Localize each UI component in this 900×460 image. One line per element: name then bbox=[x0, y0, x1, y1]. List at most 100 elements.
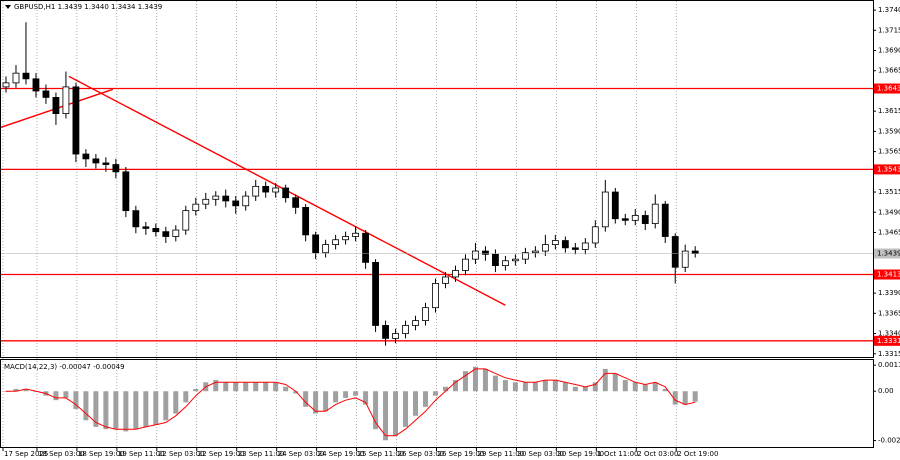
macd-bar bbox=[73, 391, 79, 410]
macd-bar bbox=[273, 382, 279, 392]
macd-bar bbox=[143, 391, 149, 427]
macd-bar bbox=[253, 382, 259, 392]
candle-body bbox=[382, 325, 389, 339]
macd-bar bbox=[692, 391, 698, 402]
candle-body bbox=[631, 215, 639, 221]
x-tick-label: 2 Oct 19:00 bbox=[677, 450, 718, 458]
x-tick-label: 19 Sep 11:00 bbox=[118, 450, 165, 458]
macd-title: MACD(14,22,3) -0.00047 -0.00049 bbox=[4, 363, 125, 371]
candle-body bbox=[132, 210, 140, 228]
macd-bar bbox=[592, 382, 598, 392]
macd-bar bbox=[652, 382, 658, 392]
macd-bar bbox=[223, 382, 229, 392]
level-label-box bbox=[874, 335, 900, 346]
y-tick-label: 1.3315 bbox=[878, 350, 900, 358]
macd-bar bbox=[333, 391, 339, 403]
candle-body bbox=[82, 153, 90, 160]
macd-bar bbox=[482, 368, 488, 392]
macd-bar bbox=[3, 391, 9, 392]
candle-body bbox=[591, 226, 599, 244]
macd-bar bbox=[522, 382, 528, 392]
macd-bar bbox=[23, 389, 29, 392]
candle-body bbox=[541, 244, 549, 252]
candle-body bbox=[182, 210, 190, 231]
macd-bar bbox=[123, 391, 129, 432]
candle-body bbox=[2, 82, 10, 88]
y-tick-label: 1.3715 bbox=[878, 26, 900, 34]
candle-body bbox=[571, 247, 579, 250]
level-label-box bbox=[874, 83, 900, 94]
macd-bar bbox=[373, 391, 379, 430]
candle-body bbox=[442, 276, 449, 284]
y-tick-label: 1.3565 bbox=[878, 148, 900, 156]
candle-body bbox=[212, 195, 220, 200]
candle-body bbox=[252, 185, 260, 197]
y-tick-label: 1.3615 bbox=[878, 107, 900, 115]
candle-body bbox=[402, 325, 409, 334]
macd-bar bbox=[103, 391, 109, 430]
y-tick-label: 1.3490 bbox=[878, 208, 900, 216]
candle-body bbox=[691, 250, 699, 254]
candle-body bbox=[162, 231, 170, 237]
macd-bar bbox=[383, 391, 389, 441]
candle-body bbox=[671, 236, 679, 268]
x-tick-label: 18 Sep 19:00 bbox=[78, 450, 125, 458]
signal-line bbox=[6, 368, 696, 437]
macd-bar bbox=[403, 391, 409, 427]
y-tick-label: 1.3690 bbox=[878, 47, 900, 55]
candle-body bbox=[352, 232, 359, 237]
x-tick-label: 22 Sep 19:00 bbox=[198, 450, 245, 458]
macd-bar bbox=[622, 380, 628, 392]
x-tick-label: 30 Sep 19:00 bbox=[557, 450, 604, 458]
candle-body bbox=[172, 229, 180, 237]
macd-bar bbox=[173, 391, 179, 414]
y-tick-label: 1.3465 bbox=[878, 228, 900, 236]
x-tick-label: 26 Sep 19:00 bbox=[438, 450, 485, 458]
candle-body bbox=[42, 90, 50, 98]
level-label: 1.3413 bbox=[877, 271, 900, 279]
candle-body bbox=[512, 258, 519, 262]
price-label-box bbox=[874, 248, 900, 259]
macd-bar bbox=[413, 391, 419, 416]
candle-body bbox=[392, 333, 399, 339]
symbol-icon bbox=[5, 5, 11, 9]
macd-bar bbox=[153, 391, 159, 425]
level-label-box bbox=[874, 164, 900, 175]
candle-body bbox=[292, 197, 300, 208]
candle-body bbox=[302, 206, 310, 236]
candle-body bbox=[272, 187, 280, 193]
level-label: 1.3643 bbox=[877, 85, 900, 93]
candle-body bbox=[102, 162, 110, 165]
macd-bar bbox=[343, 391, 349, 398]
candle-body bbox=[112, 164, 120, 173]
candle-body bbox=[142, 226, 150, 229]
x-tick-label: 18 Sep 03:00 bbox=[38, 450, 85, 458]
macd-bar bbox=[323, 391, 329, 412]
macd-bar bbox=[63, 391, 69, 398]
macd-bar bbox=[353, 391, 359, 396]
candle-body bbox=[192, 203, 200, 212]
level-label-box bbox=[874, 269, 900, 280]
macd-bar bbox=[283, 386, 289, 392]
macd-bar bbox=[472, 366, 478, 392]
macd-bar bbox=[562, 382, 568, 392]
macd-bar bbox=[293, 391, 299, 394]
candle-body bbox=[322, 244, 330, 254]
x-tick-label: 24 Sep 19:00 bbox=[318, 450, 365, 458]
macd-bar bbox=[682, 391, 688, 405]
candle-body bbox=[521, 252, 529, 260]
macd-bar bbox=[462, 371, 468, 392]
x-tick-label: 26 Sep 03:00 bbox=[398, 450, 445, 458]
candle-body bbox=[502, 260, 509, 267]
candle-body bbox=[312, 234, 320, 254]
candle-body bbox=[62, 86, 70, 114]
candle-body bbox=[641, 215, 649, 224]
y-tick-label: 0.00117 bbox=[878, 361, 900, 369]
macd-bar bbox=[502, 380, 508, 392]
x-tick-label: 29 Sep 11:00 bbox=[477, 450, 524, 458]
candle-body bbox=[561, 240, 569, 249]
macd-bar bbox=[582, 386, 588, 392]
candle-body bbox=[422, 307, 429, 322]
candle-body bbox=[22, 72, 30, 80]
